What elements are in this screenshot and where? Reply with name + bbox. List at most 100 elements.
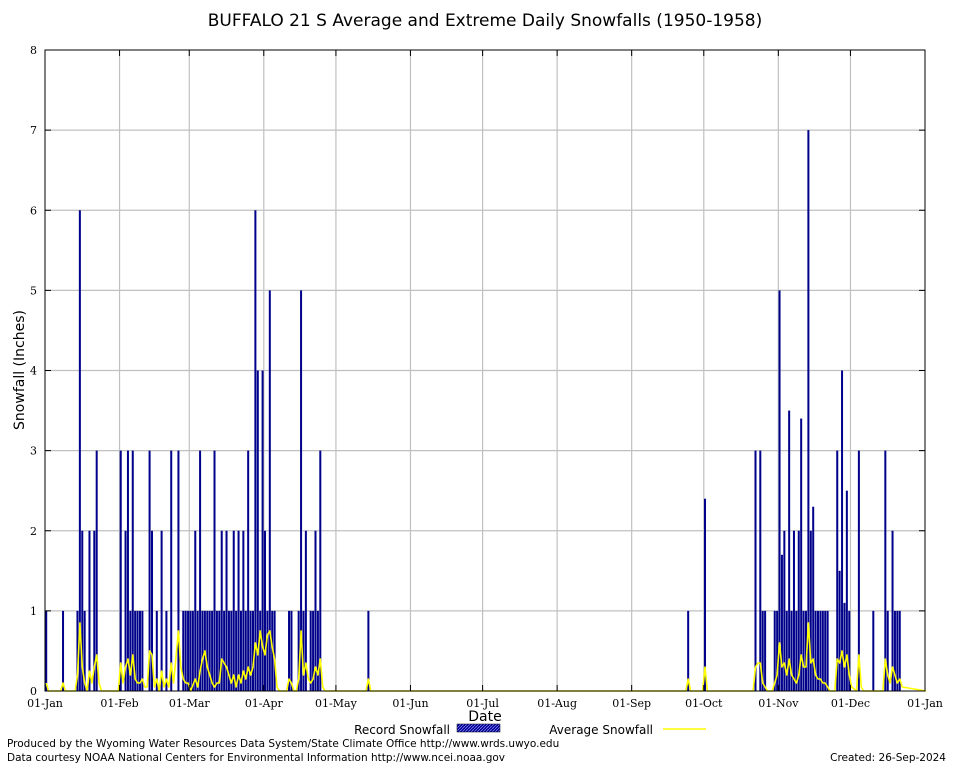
record-snowfall-bar	[196, 610, 199, 691]
record-snowfall-bar	[797, 530, 800, 691]
record-snowfall-bar	[819, 610, 822, 691]
x-axis-label: Date	[468, 709, 501, 725]
record-snowfall-bar	[220, 530, 223, 691]
footer-produced-by: Produced by the Wyoming Water Resources …	[7, 738, 560, 750]
record-snowfall-bar	[206, 610, 209, 691]
record-snowfall-bar	[843, 602, 846, 691]
record-snowfall-bar	[836, 450, 839, 691]
record-snowfall-bar	[76, 610, 79, 691]
average-snowfall-line-group	[45, 622, 927, 692]
footer-data-courtesy: Data courtesy NOAA National Centers for …	[7, 752, 506, 764]
record-snowfall-bar	[126, 450, 129, 691]
record-snowfall-bar	[187, 610, 190, 691]
record-snowfall-bar	[148, 450, 151, 691]
record-snowfall-bar	[78, 210, 81, 691]
record-snowfall-bar	[838, 570, 841, 691]
record-snowfall-bar	[290, 610, 293, 691]
record-snowfall-bar	[884, 450, 887, 691]
record-snowfall-bar	[215, 610, 218, 691]
record-snowfall-bar	[136, 610, 139, 691]
record-snowfall-bar	[297, 610, 300, 691]
y-tick-label: 6	[30, 204, 37, 217]
record-snowfall-bar	[785, 610, 788, 691]
grid-lines	[45, 50, 925, 691]
record-snowfall-bar	[367, 610, 370, 691]
record-snowfall-bar	[312, 610, 315, 691]
record-snowfall-bar	[194, 530, 197, 691]
record-snowfall-bar	[165, 610, 168, 691]
y-tick-label: 3	[30, 445, 37, 458]
record-snowfall-bar	[218, 610, 221, 691]
record-snowfall-bar	[807, 130, 810, 691]
record-snowfall-bar	[208, 610, 211, 691]
y-tick-label: 4	[30, 365, 37, 378]
x-tick-label: 01-Nov	[758, 697, 799, 710]
record-snowfall-bar	[244, 610, 247, 691]
record-snowfall-bar	[170, 450, 173, 691]
legend-record-label: Record Snowfall	[354, 723, 450, 737]
record-snowfall-bar	[150, 530, 153, 691]
record-snowfall-bar	[845, 490, 848, 691]
x-tick-label: 01-Apr	[245, 697, 284, 710]
record-snowfall-bar	[759, 450, 762, 691]
record-snowfall-bar	[227, 610, 230, 691]
x-tick-label: 01-Jan	[27, 697, 63, 710]
record-snowfall-bar	[783, 530, 786, 691]
record-snowfall-bar	[316, 610, 319, 691]
record-snowfall-bar	[119, 450, 122, 691]
legend-average-label: Average Snowfall	[549, 723, 653, 737]
record-snowfall-bar	[812, 506, 815, 691]
y-axis-label: Snowfall (Inches)	[12, 310, 28, 430]
record-snowfall-bar	[703, 498, 707, 691]
record-snowfall-bar	[237, 530, 240, 691]
record-snowfall-bar	[213, 450, 216, 691]
record-snowfall-bar	[62, 610, 65, 691]
record-snowfall-bar	[795, 610, 798, 691]
record-snowfall-bar	[247, 450, 250, 691]
record-snowfall-bar	[184, 610, 187, 691]
record-snowfall-bar	[239, 610, 242, 691]
y-tick-label: 2	[30, 525, 37, 538]
record-snowfall-bar	[131, 450, 134, 691]
record-snowfall-bar	[841, 370, 844, 691]
x-tick-label: 01-May	[315, 697, 358, 710]
record-snowfall-bar	[780, 554, 783, 691]
record-snowfall-bar	[177, 450, 180, 691]
record-snowfall-bar	[804, 610, 807, 691]
record-snowfall-bar	[235, 610, 238, 691]
record-snowfall-bar	[256, 370, 259, 691]
record-snowfall-bar	[249, 610, 252, 691]
record-snowfall-bar	[273, 610, 276, 691]
legend: Record Snowfall Average Snowfall	[354, 723, 706, 737]
record-snowfall-bar	[83, 610, 86, 691]
record-snowfall-bar	[230, 610, 233, 691]
record-snowfall-bar	[824, 610, 827, 691]
record-snowfall-bar	[259, 610, 262, 691]
record-snowfall-bar	[309, 610, 312, 691]
record-snowfall-bar	[155, 610, 158, 691]
record-snowfall-bar	[792, 530, 795, 691]
record-snowfall-bar	[266, 610, 269, 691]
record-snowfall-bar	[254, 210, 257, 691]
record-snowfall-bar	[788, 410, 791, 691]
record-snowfall-bar	[687, 610, 690, 691]
record-snowfall-bar	[893, 610, 896, 691]
x-tick-label: 01-Jun	[392, 697, 428, 710]
footer-created-date: Created: 26-Sep-2024	[830, 752, 946, 764]
record-snowfall-bar	[761, 610, 764, 691]
record-snowfall-bar	[288, 610, 291, 691]
record-snowfall-bar	[141, 610, 144, 691]
record-snowfall-bar	[896, 610, 899, 691]
record-snowfall-bar	[134, 610, 137, 691]
record-snowfall-bar	[268, 290, 271, 691]
y-tick-label: 1	[30, 605, 37, 618]
record-snowfall-bar	[898, 610, 901, 691]
record-snowfall-bar	[81, 530, 84, 691]
record-snowfall-bar	[814, 610, 817, 691]
record-snowfall-bar	[764, 610, 767, 691]
record-snowfall-bar	[95, 450, 98, 691]
record-snowfall-bar	[225, 530, 228, 691]
record-snowfall-bar	[809, 530, 812, 691]
record-snowfall-bars	[45, 130, 901, 691]
record-snowfall-bar	[201, 610, 204, 691]
